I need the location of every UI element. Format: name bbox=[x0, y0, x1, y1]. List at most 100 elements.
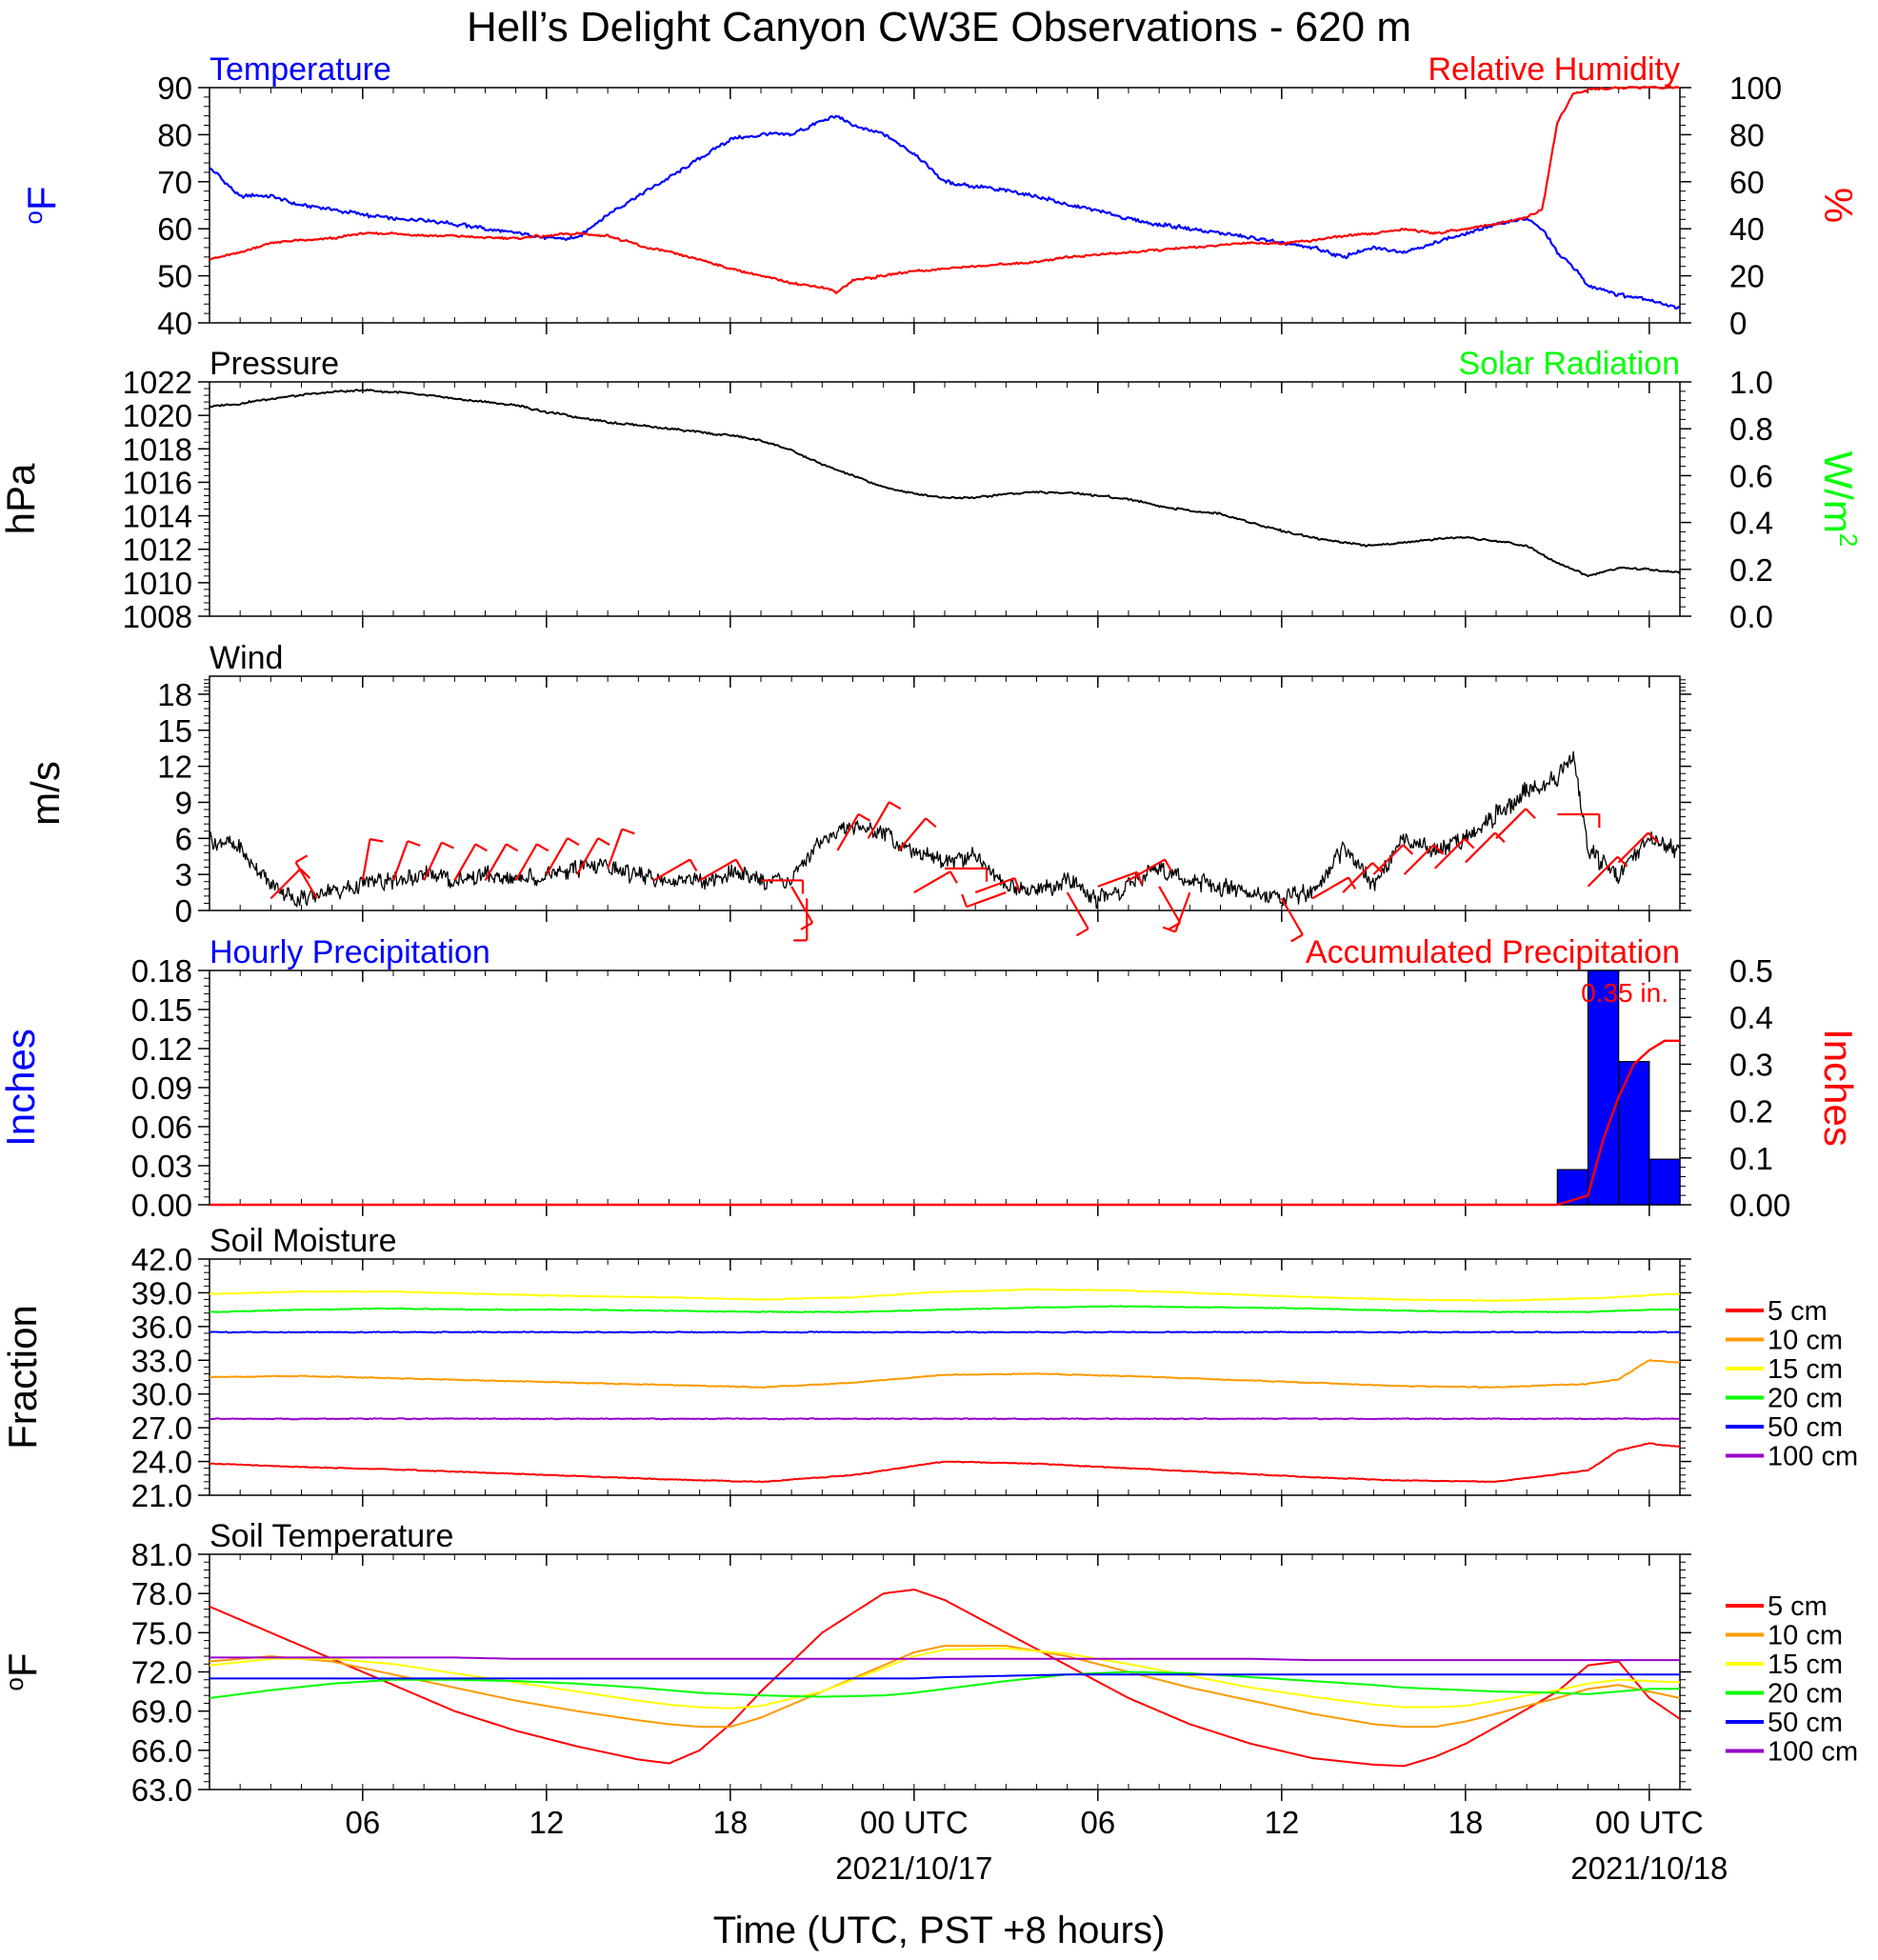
wind-barb-flag bbox=[734, 858, 744, 872]
wind-barb-flag bbox=[1162, 926, 1176, 933]
y-tick-label: 0.18 bbox=[131, 953, 192, 989]
y-tick-label: 15 bbox=[157, 713, 192, 749]
wind-barb-staff bbox=[361, 838, 371, 881]
wind-barb-flag bbox=[889, 801, 902, 810]
wind-barb bbox=[699, 858, 744, 882]
precip-bar bbox=[1648, 1158, 1681, 1206]
wind-barb bbox=[607, 828, 635, 870]
y-tick-label: 24.0 bbox=[131, 1445, 192, 1480]
wind-barb bbox=[897, 817, 937, 851]
x-axis-label: Time (UTC, PST +8 hours) bbox=[713, 1910, 1166, 1951]
wind-barb bbox=[1158, 886, 1182, 930]
soil-line-100cm bbox=[210, 1656, 1680, 1662]
y-tick-label: 33.0 bbox=[131, 1343, 192, 1378]
legend-label: 50 cm bbox=[1768, 1708, 1843, 1738]
x-tick-label: 12 bbox=[1264, 1805, 1299, 1840]
x-tick-label: 18 bbox=[712, 1805, 748, 1840]
wind-barb-staff bbox=[1617, 831, 1649, 864]
wind-barb-flag bbox=[621, 828, 635, 835]
wind-barb-staff bbox=[790, 886, 814, 924]
plot-frame bbox=[209, 970, 1681, 1206]
y-tick-label: 63.0 bbox=[131, 1772, 192, 1808]
y-tick-label: 0.09 bbox=[131, 1070, 192, 1106]
wind-barb-staff bbox=[966, 891, 1007, 909]
legend-label: 5 cm bbox=[1768, 1591, 1828, 1622]
wind-barb bbox=[423, 841, 454, 881]
wind-barb-flag bbox=[1432, 844, 1445, 855]
panel-title-right: Solar Radiation bbox=[1459, 346, 1680, 382]
soil-line-20cm bbox=[209, 1670, 1680, 1699]
y-tick-label: 50 bbox=[157, 259, 192, 294]
y-tick-label: 80 bbox=[157, 117, 192, 152]
wind-barb bbox=[1342, 862, 1383, 893]
y-tick-label: 12 bbox=[157, 750, 192, 785]
y-tick-label: 66.0 bbox=[131, 1733, 192, 1769]
y-right-tick-label: 0 bbox=[1729, 306, 1747, 341]
y-tick-label: 6 bbox=[175, 821, 192, 856]
y-tick-label: 1010 bbox=[123, 566, 192, 601]
wind-barb-flag bbox=[1371, 862, 1383, 873]
wind-barb-staff bbox=[423, 842, 443, 881]
wind-barb bbox=[1433, 837, 1475, 870]
y-axis-label-left: Fraction bbox=[0, 1305, 45, 1450]
y-axis-label-right: % bbox=[1816, 188, 1861, 223]
plot-frame bbox=[209, 381, 1681, 617]
wind-barb bbox=[1587, 855, 1628, 888]
legend-label: 20 cm bbox=[1768, 1679, 1843, 1710]
wind-barb bbox=[1557, 812, 1601, 829]
soil-line-15cm bbox=[209, 1288, 1681, 1302]
wind-barb bbox=[867, 801, 902, 839]
y-right-tick-label: 0.1 bbox=[1729, 1141, 1773, 1176]
y-right-tick-label: 0.2 bbox=[1729, 552, 1773, 588]
wind-barb bbox=[545, 837, 580, 875]
wind-barb bbox=[974, 876, 1021, 894]
temperature-line bbox=[209, 114, 1681, 310]
y-tick-label: 75.0 bbox=[131, 1615, 192, 1650]
y-axis-label-left: hPa bbox=[0, 463, 43, 534]
panel-5: 21.024.027.030.033.036.039.042.0 Soil Moi… bbox=[0, 1223, 1858, 1513]
y-tick-label: 36.0 bbox=[131, 1310, 192, 1345]
wind-barb bbox=[793, 898, 809, 942]
y-tick-label: 3 bbox=[175, 857, 192, 892]
panel-title-left: Soil Moisture bbox=[210, 1223, 397, 1259]
x-tick-label: 00 UTC bbox=[1595, 1805, 1704, 1840]
wind-barb-staff bbox=[1280, 897, 1304, 936]
panel-title-left: Pressure bbox=[210, 346, 339, 382]
wind-barb-flag bbox=[1290, 933, 1304, 943]
y-right-tick-label: 0.2 bbox=[1729, 1094, 1773, 1130]
wind-barb-staff bbox=[1128, 858, 1166, 882]
wind-barb bbox=[514, 843, 549, 882]
wind-barb-staff bbox=[1174, 891, 1191, 932]
y-tick-label: 72.0 bbox=[131, 1655, 192, 1690]
y-right-tick-label: 40 bbox=[1729, 211, 1765, 247]
wind-barb bbox=[294, 854, 318, 899]
wind-barb-staff bbox=[1311, 876, 1349, 900]
soil-line-100cm bbox=[209, 1417, 1681, 1421]
y-axis-label-left: oF bbox=[0, 1652, 45, 1690]
wind-barb-flag bbox=[689, 858, 698, 872]
wind-barb bbox=[652, 858, 698, 882]
wind-barb-flag bbox=[1648, 831, 1659, 844]
legend-label: 10 cm bbox=[1768, 1621, 1843, 1651]
wind-barb-staff bbox=[514, 843, 538, 882]
wind-barb-flag bbox=[299, 868, 311, 879]
x-tick-label: 00 UTC bbox=[860, 1805, 969, 1840]
panel-title-left: Wind bbox=[210, 640, 283, 676]
y-right-tick-label: 0.5 bbox=[1729, 953, 1773, 989]
y-tick-label: 1014 bbox=[123, 499, 192, 534]
y-tick-label: 1016 bbox=[123, 465, 192, 500]
y-tick-label: 78.0 bbox=[131, 1576, 192, 1611]
wind-barb-flag bbox=[1075, 928, 1089, 937]
precip-total-annotation: 0.35 in. bbox=[1581, 978, 1668, 1008]
wind-barb-staff bbox=[576, 837, 599, 875]
y-right-tick-label: 0.8 bbox=[1729, 411, 1773, 447]
wind-barb-staff bbox=[1158, 886, 1182, 924]
y-tick-label: 1008 bbox=[123, 599, 192, 634]
y-axis-label-left: m/s bbox=[23, 761, 68, 826]
accumulated-precip-line bbox=[210, 1039, 1680, 1207]
y-tick-label: 1022 bbox=[123, 365, 192, 400]
